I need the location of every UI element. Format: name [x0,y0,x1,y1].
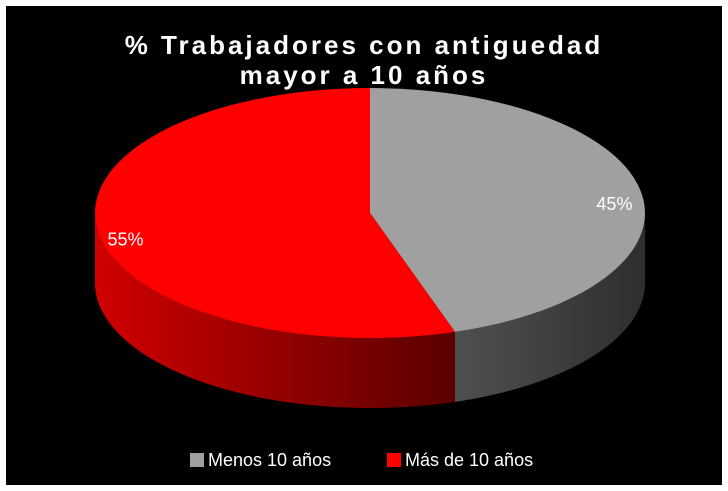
pie-side [95,213,455,409]
legend-swatch [387,453,401,467]
pie-slice [370,88,645,332]
legend-label: Más de 10 años [405,450,533,470]
legend-swatch [190,453,204,467]
data-label: 55% [108,229,144,249]
chart-title: % Trabajadores con antiguedad mayor a 10… [124,30,604,90]
pie-side [454,213,645,402]
pie-slice [94,88,455,338]
data-label: 45% [596,194,632,214]
legend-label: Menos 10 años [208,450,331,470]
